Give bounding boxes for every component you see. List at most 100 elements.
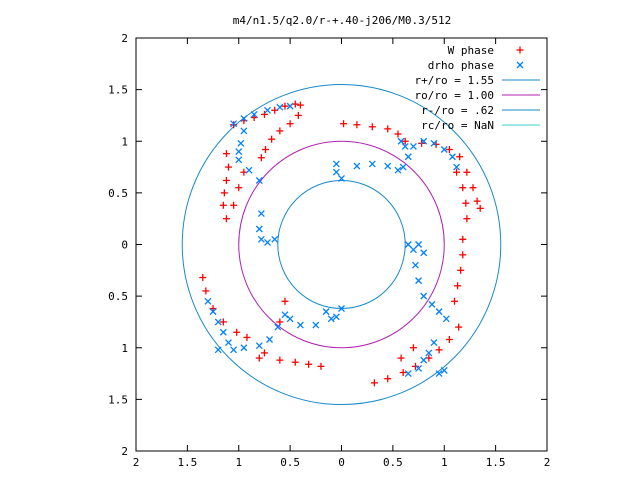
cross-marker-b [516,61,524,69]
cross-marker-b [271,235,279,243]
data-point [281,102,289,110]
data-point [394,166,402,174]
x-tick-label: 2 [544,456,551,469]
data-point [451,297,459,305]
cross-marker-b [327,315,335,323]
cross-marker-b [264,106,271,114]
cross-marker-b [286,315,294,323]
cross-marker-b [219,328,227,336]
cross-marker-b [281,311,289,319]
data-point [250,110,258,118]
data-point [276,356,284,364]
data-point [463,168,471,176]
data-point [296,101,304,109]
data-point [453,168,461,176]
radius-circle [238,140,445,349]
data-point [202,287,210,295]
data-point [235,156,243,164]
data-point [401,137,409,145]
cross-marker-b [435,308,443,316]
cross-marker-b [420,249,428,257]
data-point [411,362,419,370]
data-point [428,300,436,308]
data-point [368,160,376,168]
data-point [404,241,412,248]
data-point [230,120,238,128]
cross-marker-b [332,160,340,168]
data-point [454,282,462,290]
data-point [462,199,470,207]
data-point [245,166,253,174]
cross-marker-b [286,102,294,110]
data-point [257,235,265,243]
data-point [305,360,313,368]
data-point [459,184,467,192]
data-point [296,321,304,329]
y-tick-label: 0 [121,239,128,252]
data-point [435,308,443,316]
data-point [209,308,217,316]
data-point [312,321,320,329]
cross-marker-b [409,142,417,150]
data-point [225,339,232,347]
data-point [230,346,238,354]
cross-marker-b [404,153,412,161]
legend-label: r+/ro = 1.55 [415,74,494,87]
data-point [271,235,279,243]
axis-ticks [135,37,548,452]
cross-marker-b [274,323,282,331]
series-cross [204,102,461,378]
data-point [214,346,222,354]
cross-marker-b [230,120,238,128]
cross-marker-b [257,235,265,243]
data-point [266,336,274,343]
cross-marker-b [404,370,412,378]
data-point [286,120,294,128]
data-point [235,184,243,192]
data-point [473,197,481,205]
cross-marker-b [322,308,330,316]
cross-marker-b [245,166,253,174]
cross-marker-b [264,238,271,246]
cross-marker-b [204,297,212,305]
data-point [332,313,340,321]
cross-marker-b [296,321,304,329]
cross-marker-b [399,163,407,171]
cross-marker-b [425,349,433,357]
data-point [230,201,238,209]
data-point [430,139,438,147]
legend-label: W phase [448,44,494,57]
data-point [219,201,227,209]
x-tick-label: 1 [235,456,242,469]
y-tick-label: 1 [121,135,128,148]
cross-marker-b [214,346,222,354]
data-point [399,369,407,377]
cross-marker-b [235,148,243,156]
cross-marker-b [415,277,423,285]
cross-marker-b [440,367,448,374]
cross-marker-b [332,313,340,321]
x-tick-label: 0 [338,456,345,469]
data-point [286,315,294,323]
series-plus [199,100,484,387]
data-point [412,261,419,269]
cross-marker-b [404,241,412,248]
x-tick-label: 1 [441,456,448,469]
data-point [338,305,345,312]
legend-label: ro/ro = 1.00 [415,89,494,102]
data-point [397,354,405,362]
data-point [219,318,227,326]
data-point [415,277,423,285]
data-point [257,154,265,162]
y-tick-label: 1 [121,342,128,355]
cross-marker-b [312,321,320,329]
cross-marker-b [453,163,461,171]
data-series [199,100,484,387]
legend: W phase drho phase r+/ro = 1.55 ro/ro = 1.0… [415,44,540,132]
data-point [327,315,335,323]
data-point [469,184,477,192]
data-point [281,311,289,319]
cross-marker-b [412,261,419,269]
data-point [317,362,325,370]
